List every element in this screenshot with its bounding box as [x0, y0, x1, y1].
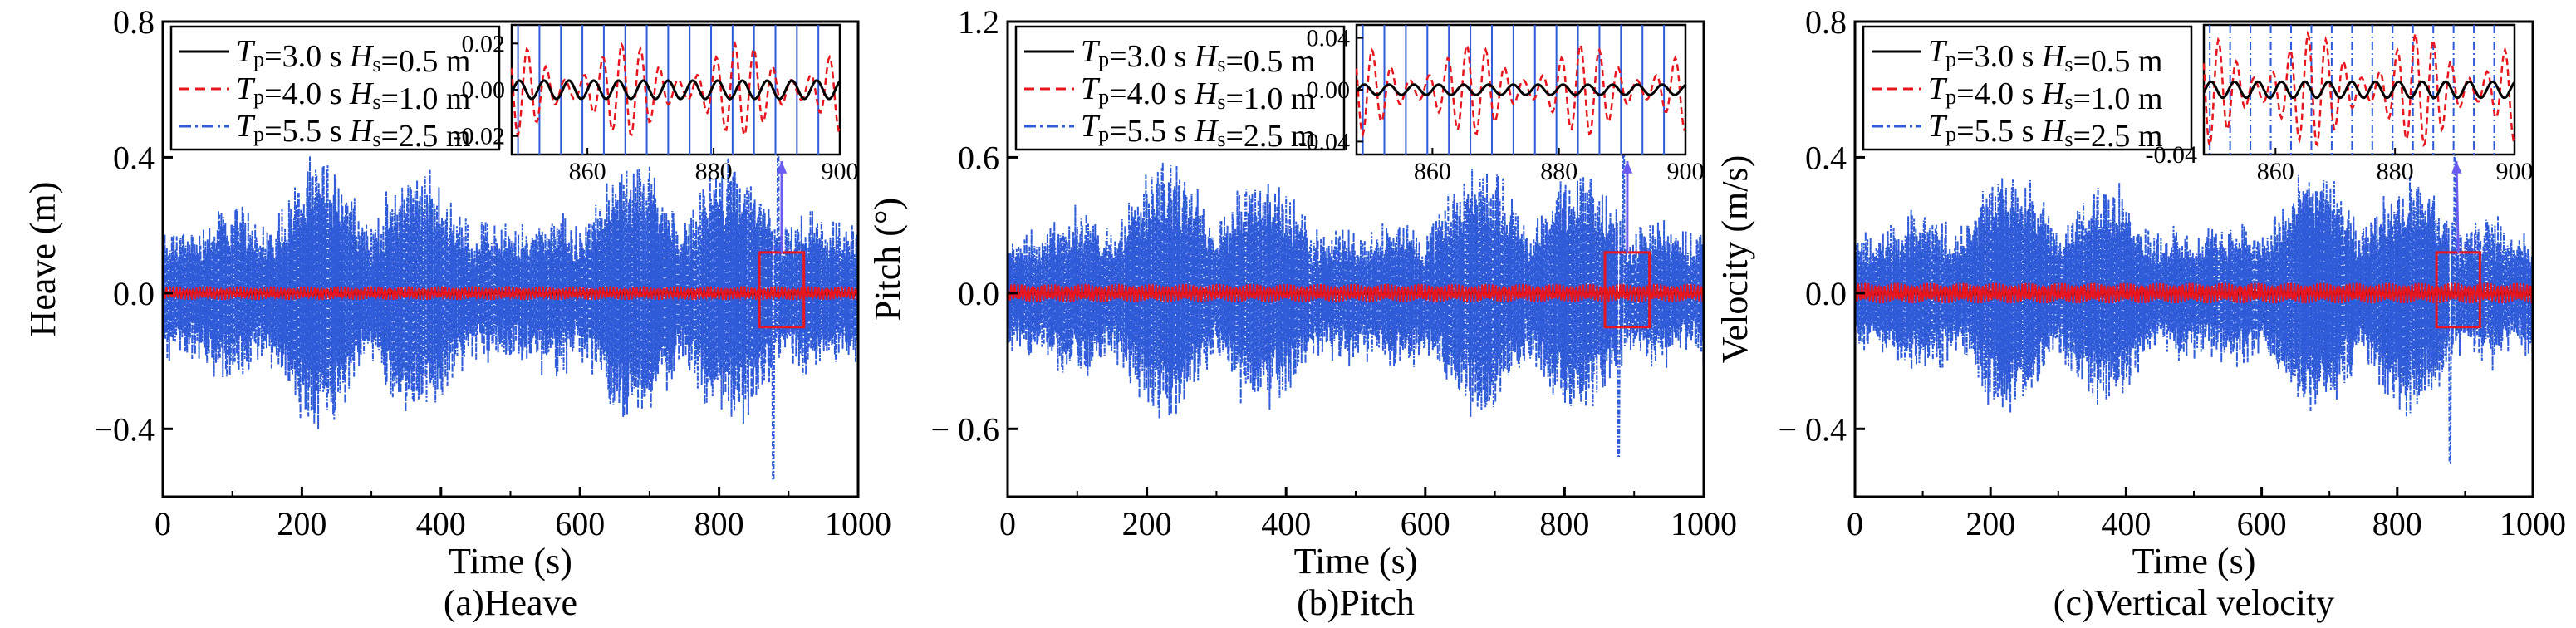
inset-y-tick-label: 0.02 — [462, 30, 506, 57]
inset-panel: 860 880 900 0.02 0.00 -0.02 — [454, 23, 859, 185]
series-line-2 — [163, 286, 858, 302]
inset-series-1 — [1355, 83, 1686, 96]
inset-panel: 860 880 900 0.04 0.00 -0.04 — [1298, 23, 1705, 185]
inset-x-tick-label: 860 — [569, 158, 606, 185]
x-tick-label: 800 — [694, 505, 744, 542]
series-line-2 — [1008, 283, 1704, 302]
zoom-arrow-head — [1622, 161, 1633, 174]
inset-x-tick-label: 860 — [1414, 158, 1451, 185]
y-tick-label: 0.0 — [113, 275, 155, 312]
inset-series-2 — [1355, 41, 1686, 138]
series-line-2 — [1855, 282, 2533, 304]
panel-caption: (b)Pitch — [1297, 582, 1415, 623]
y-tick-label: 0.8 — [113, 3, 155, 41]
series-line-3 — [1008, 134, 1704, 457]
legend-label-2: Tp=4.0 s Hs=1.0 m — [1928, 71, 2162, 116]
x-tick-label: 600 — [1401, 505, 1450, 542]
x-tick-label: 400 — [416, 505, 466, 542]
inset-panel: 860 880 900 -0.04 — [2146, 23, 2534, 185]
zoom-arrow-head — [2451, 161, 2462, 174]
legend-box — [1014, 25, 1346, 151]
x-tick-label: 0 — [999, 505, 1016, 542]
inset-series-2 — [510, 40, 841, 139]
x-tick-label: 200 — [1122, 505, 1172, 542]
legend-label-3: Tp=5.5 s Hs=2.5 m — [1081, 109, 1315, 154]
inset-x-tick-label: 900 — [1667, 158, 1705, 185]
legend-label-2: Tp=4.0 s Hs=1.0 m — [1081, 71, 1315, 116]
x-axis-label: Time (s) — [1294, 541, 1418, 581]
y-tick-label: 0.0 — [1805, 275, 1847, 312]
x-tick-label: 1000 — [1671, 505, 1737, 542]
zoom-arrow-head — [776, 161, 788, 174]
y-tick-label: −0.4 — [94, 410, 155, 448]
legend-label-3: Tp=5.5 s Hs=2.5 m — [236, 109, 470, 154]
zoom-arrow — [2455, 160, 2460, 253]
inset-x-tick-label: 880 — [695, 158, 733, 185]
y-tick-label: 1.2 — [958, 3, 999, 41]
panel-caption: (a)Heave — [444, 582, 577, 623]
inset-series-1 — [2202, 80, 2516, 100]
y-tick-label: 0.8 — [1805, 3, 1847, 41]
x-tick-label: 600 — [555, 505, 605, 542]
y-tick-label: 0.4 — [1805, 139, 1847, 176]
y-axis-label: Velocity (m/s) — [1715, 155, 1755, 364]
x-axis-label: Time (s) — [2132, 541, 2256, 581]
x-tick-label: 800 — [2372, 505, 2422, 542]
y-tick-label: 0.6 — [958, 139, 999, 176]
y-tick-label: − 0.6 — [930, 410, 999, 448]
x-tick-label: 0 — [155, 505, 171, 542]
x-tick-label: 1000 — [2500, 505, 2566, 542]
x-tick-label: 0 — [1847, 505, 1863, 542]
legend-label-3: Tp=5.5 s Hs=2.5 m — [1928, 109, 2162, 154]
inset-y-tick-label: 0.00 — [1307, 76, 1351, 104]
y-tick-label: − 0.4 — [1778, 410, 1847, 448]
x-tick-label: 800 — [1539, 505, 1589, 542]
inset-x-tick-label: 880 — [2377, 158, 2414, 185]
x-tick-label: 1000 — [825, 505, 891, 542]
chart-panel-1: 0 200 400 600 800 1000 −0.4 0.0 0.4 0.8 Time (s) He… — [22, 3, 891, 623]
x-tick-label: 200 — [1965, 505, 2015, 542]
inset-x-tick-label: 880 — [1540, 158, 1577, 185]
panel-caption: (c)Vertical velocity — [2053, 582, 2334, 623]
inset-y-tick-label: -0.02 — [454, 123, 506, 150]
y-axis-label: Heave (m) — [22, 182, 63, 337]
inset-y-tick-label: 0.00 — [462, 76, 506, 104]
y-tick-label: 0.4 — [113, 139, 155, 176]
inset-y-tick-label: 0.04 — [1307, 25, 1351, 52]
legend-box — [169, 25, 501, 151]
inset-y-tick-label: -0.04 — [2146, 141, 2198, 169]
inset-x-tick-label: 860 — [2257, 158, 2294, 185]
legend-label-1: Tp=3.0 s Hs=0.5 m — [236, 34, 470, 79]
x-tick-label: 400 — [2101, 505, 2151, 542]
x-tick-label: 400 — [1261, 505, 1311, 542]
inset-series-1 — [510, 79, 841, 101]
legend-label-2: Tp=4.0 s Hs=1.0 m — [236, 71, 470, 116]
inset-x-tick-label: 900 — [2496, 158, 2534, 185]
legend-box — [1862, 25, 2193, 151]
legend-label-1: Tp=3.0 s Hs=0.5 m — [1081, 34, 1315, 79]
series-line-3 — [163, 129, 858, 481]
x-tick-label: 600 — [2237, 505, 2287, 542]
chart-panel-2: 0 200 400 600 800 1000 − 0.6 0.0 0.6 1.2 Time (s) P… — [867, 3, 1737, 623]
chart-panel-3: 0 200 400 600 800 1000 − 0.4 0.0 0.4 0.8 Time (s) V… — [1715, 3, 2566, 623]
x-tick-label: 200 — [277, 505, 326, 542]
legend-label-1: Tp=3.0 s Hs=0.5 m — [1928, 34, 2162, 79]
x-axis-label: Time (s) — [449, 541, 572, 581]
y-axis-label: Pitch (°) — [867, 198, 908, 321]
y-tick-label: 0.0 — [958, 275, 999, 312]
inset-y-tick-label: -0.04 — [1298, 128, 1351, 155]
inset-x-tick-label: 900 — [822, 158, 859, 185]
